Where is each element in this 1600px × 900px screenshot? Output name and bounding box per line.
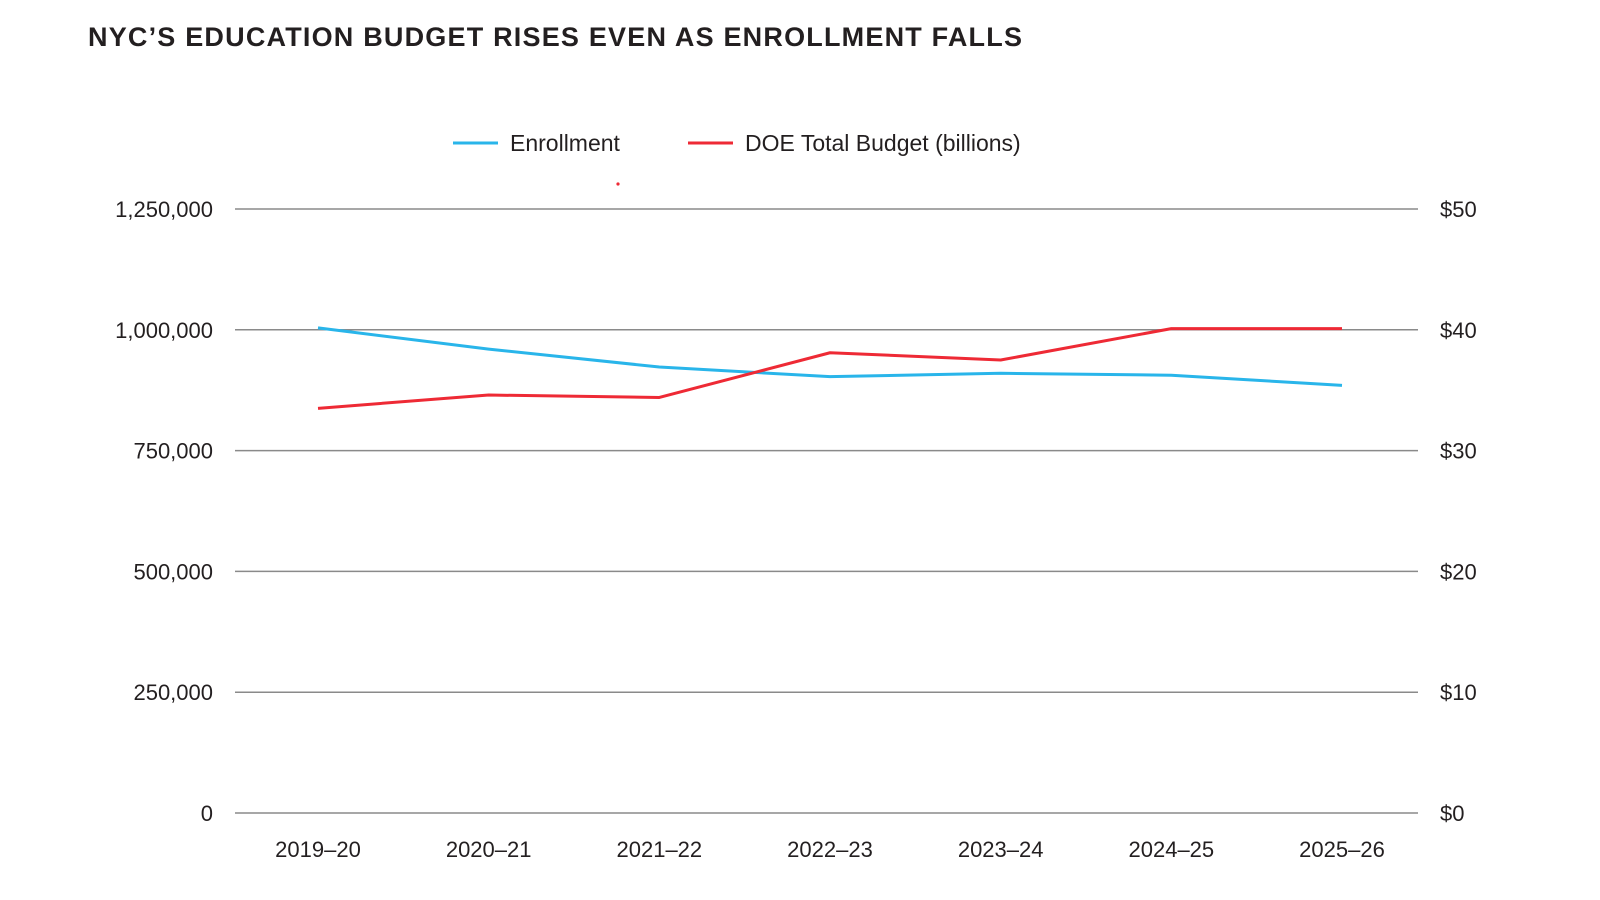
gridlines	[235, 208, 1418, 814]
left-axis-ticks: 0 250,000 500,000 750,000 1,000,000 1,250,000	[115, 197, 213, 826]
left-tick-label: 1,000,000	[115, 318, 213, 343]
series-line-doe-total-budget-billions-	[317, 327, 1342, 410]
chart-title: NYC’S EDUCATION BUDGET RISES EVEN AS ENR…	[88, 22, 1024, 52]
left-tick-label: 750,000	[133, 439, 213, 464]
legend-label: Enrollment	[510, 130, 621, 156]
series-lines	[317, 326, 1343, 410]
x-tick-label: 2023–24	[958, 837, 1044, 862]
legend: Enrollment DOE Total Budget (billions)	[453, 130, 1021, 156]
right-tick-label: $40	[1440, 318, 1477, 343]
x-tick-label: 2021–22	[617, 837, 703, 862]
right-tick-label: $20	[1440, 559, 1477, 584]
x-axis-ticks: 2019–20 2020–21 2021–22 2022–23 2023–24 2024–…	[275, 837, 1385, 862]
stray-dot	[616, 182, 620, 186]
legend-label: DOE Total Budget (billions)	[745, 130, 1021, 156]
right-tick-label: $30	[1440, 439, 1477, 464]
right-tick-label: $10	[1440, 680, 1477, 705]
x-tick-label: 2019–20	[275, 837, 361, 862]
x-tick-label: 2024–25	[1129, 837, 1215, 862]
series-line-enrollment	[317, 326, 1343, 387]
right-axis-ticks: $0 $10 $20 $30 $40 $50	[1440, 197, 1477, 826]
left-tick-label: 250,000	[133, 680, 213, 705]
right-tick-label: $50	[1440, 197, 1477, 222]
x-tick-label: 2025–26	[1299, 837, 1385, 862]
left-tick-label: 500,000	[133, 559, 213, 584]
left-tick-label: 1,250,000	[115, 197, 213, 222]
right-tick-label: $0	[1440, 801, 1464, 826]
left-tick-label: 0	[201, 801, 213, 826]
x-tick-label: 2020–21	[446, 837, 532, 862]
x-tick-label: 2022–23	[787, 837, 873, 862]
